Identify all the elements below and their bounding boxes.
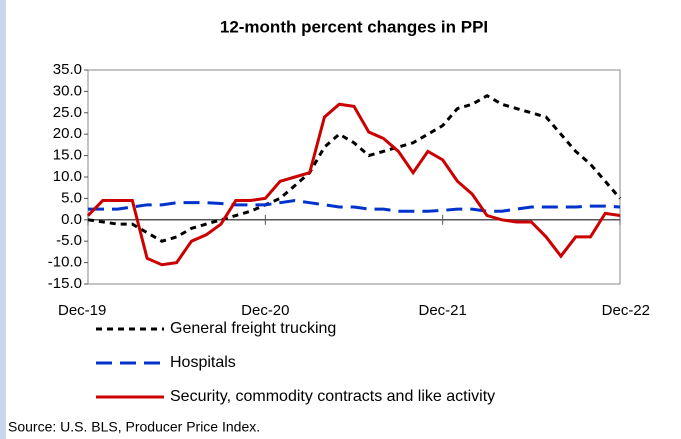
series-line: [86, 102, 621, 267]
series-line: [87, 93, 622, 243]
y-tick-label: 20.0: [53, 125, 82, 142]
y-tick-label: 0.0: [61, 211, 82, 228]
y-tick-label: -5.0: [56, 232, 82, 249]
y-tick-label: 25.0: [53, 104, 82, 121]
chart-title: 12-month percent changes in PPI: [220, 17, 488, 36]
x-tick-label: Dec-19: [58, 302, 106, 319]
plot-frame: [87, 69, 621, 285]
y-tick-label: 35.0: [53, 61, 82, 78]
y-tick-label: 10.0: [53, 168, 82, 185]
y-tick-label: 30.0: [53, 82, 82, 99]
x-tick-label: Dec-22: [602, 302, 650, 319]
x-tick-label: Dec-20: [241, 302, 289, 319]
y-tick-label: -15.0: [48, 275, 82, 292]
y-tick-label: 15.0: [53, 147, 82, 164]
series-line: [88, 199, 621, 213]
legend-label: General freight trucking: [170, 320, 336, 337]
legend-label: Security, commodity contracts and like a…: [170, 388, 495, 405]
y-tick-label: 5.0: [61, 189, 82, 206]
y-tick-label: -10.0: [48, 254, 82, 271]
x-tick-label: Dec-21: [418, 302, 466, 319]
legend-label: Hospitals: [170, 354, 236, 371]
left-stripe: [0, 0, 6, 439]
source: Source: U.S. BLS, Producer Price Index.: [8, 419, 260, 435]
